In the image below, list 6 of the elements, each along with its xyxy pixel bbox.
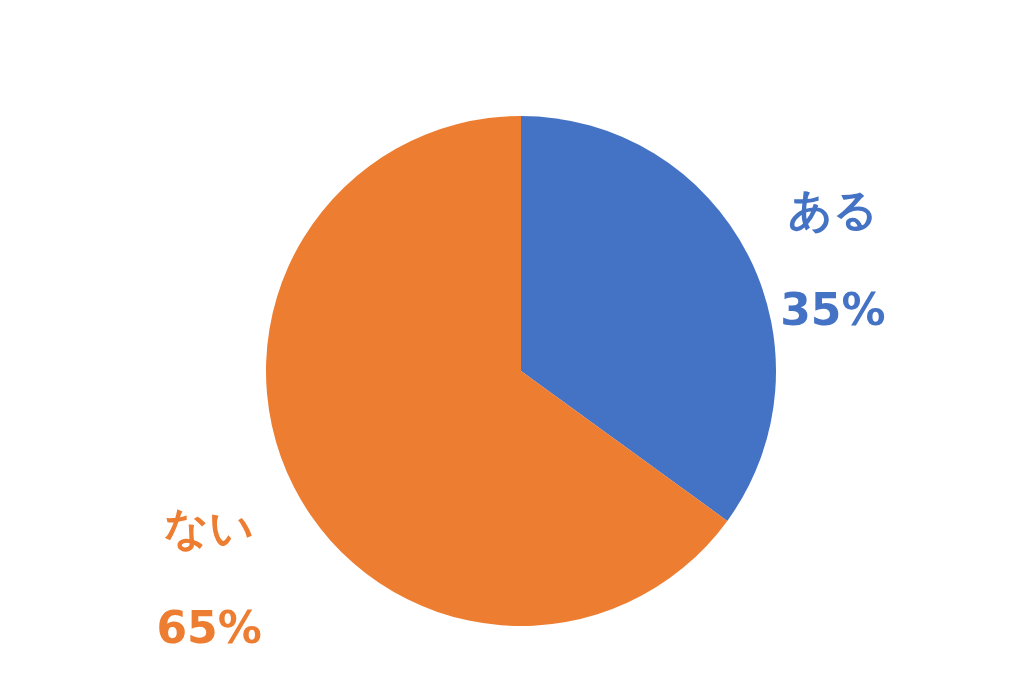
slice-label: ある [787,184,878,236]
data-label: 65% [156,601,262,653]
data-label: 35% [780,284,886,336]
slice-label: ない [164,501,255,553]
pie-slice [521,116,776,521]
pie-slice [266,116,728,626]
